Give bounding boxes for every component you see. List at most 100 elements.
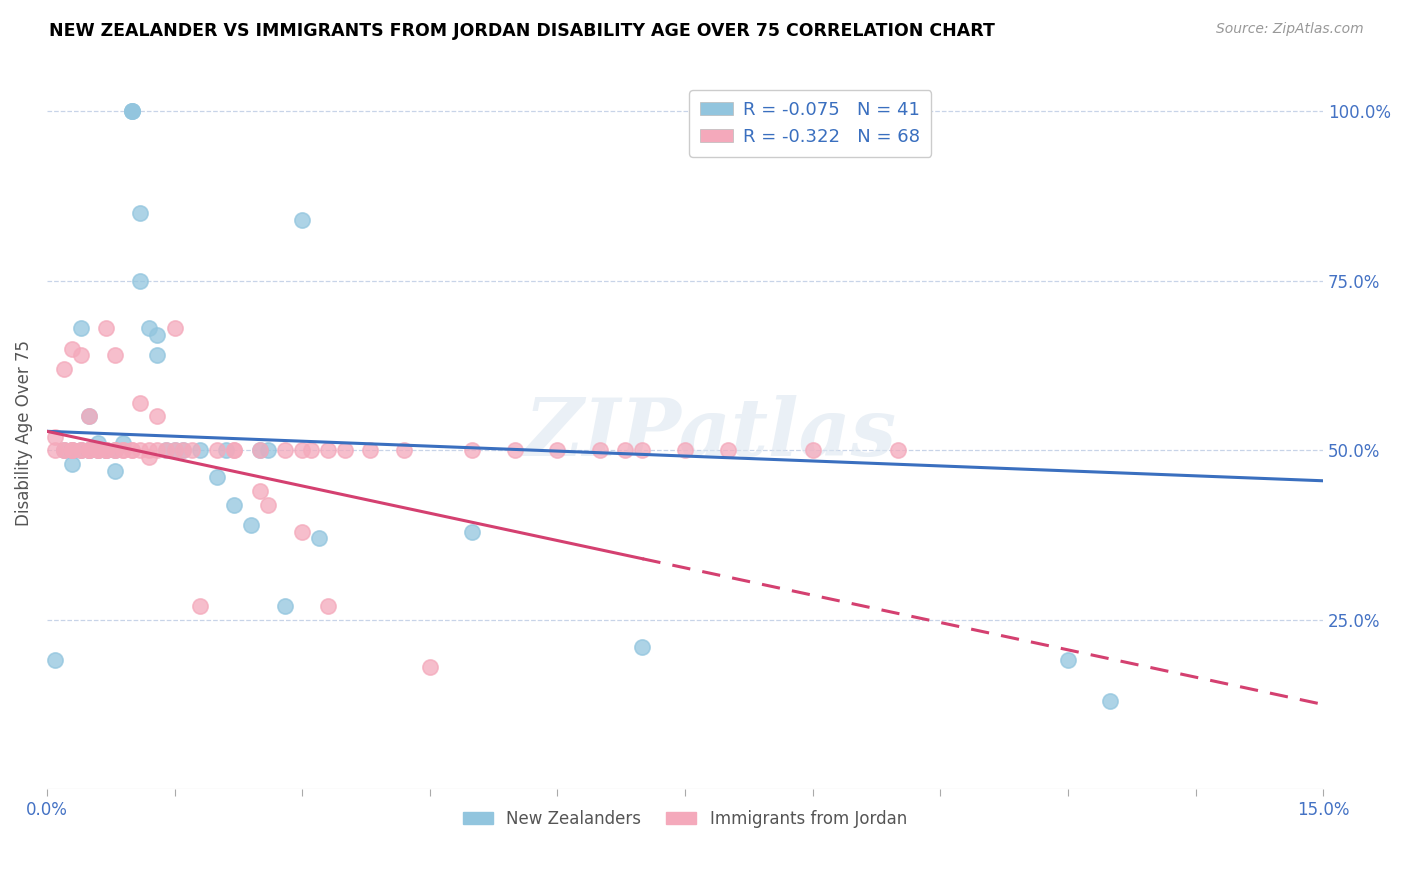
Point [70,443,93,458]
Point [801,443,824,458]
Point [503,443,526,458]
Point [614,443,637,458]
Point [129,206,152,220]
Point [146,443,169,458]
Point [96,443,118,458]
Point [129,443,152,458]
Point [87,443,110,458]
Point [44,653,66,667]
Point [180,443,202,458]
Point [461,524,484,539]
Point [104,443,127,458]
Point [316,599,339,614]
Point [44,430,66,444]
Point [121,104,143,119]
Point [274,443,297,458]
Point [163,443,186,458]
Point [87,443,110,458]
Legend: New Zealanders, Immigrants from Jordan: New Zealanders, Immigrants from Jordan [457,803,914,834]
Point [257,443,280,458]
Point [52,362,75,376]
Point [222,498,245,512]
Point [274,599,297,614]
Point [359,443,381,458]
Y-axis label: Disability Age Over 75: Disability Age Over 75 [15,341,32,526]
Point [62,443,84,458]
Point [121,104,143,119]
Point [716,443,738,458]
Point [112,436,135,450]
Point [172,443,194,458]
Point [308,532,330,546]
Point [79,409,101,424]
Point [62,443,84,458]
Point [70,348,93,362]
Point [104,443,127,458]
Point [146,409,169,424]
Point [155,443,177,458]
Point [631,443,654,458]
Point [129,396,152,410]
Point [419,660,441,674]
Point [205,470,228,484]
Point [188,599,211,614]
Point [146,348,169,362]
Point [299,443,322,458]
Point [163,443,186,458]
Point [62,443,84,458]
Point [79,409,101,424]
Point [138,321,160,335]
Point [87,443,110,458]
Point [316,443,339,458]
Point [96,443,118,458]
Point [291,443,314,458]
Point [96,443,118,458]
Point [70,443,93,458]
Point [214,443,236,458]
Point [257,498,280,512]
Point [146,328,169,343]
Point [249,443,271,458]
Point [112,443,135,458]
Text: ZIPatlas: ZIPatlas [524,394,897,472]
Point [249,443,271,458]
Point [461,443,484,458]
Point [96,443,118,458]
Point [79,443,101,458]
Point [79,443,101,458]
Point [44,443,66,458]
Point [886,443,908,458]
Point [631,640,654,654]
Text: NEW ZEALANDER VS IMMIGRANTS FROM JORDAN DISABILITY AGE OVER 75 CORRELATION CHART: NEW ZEALANDER VS IMMIGRANTS FROM JORDAN … [49,22,995,40]
Point [673,443,696,458]
Point [104,464,127,478]
Point [222,443,245,458]
Point [589,443,612,458]
Point [104,443,127,458]
Point [70,321,93,335]
Point [62,443,84,458]
Point [546,443,568,458]
Point [104,348,127,362]
Point [188,443,211,458]
Point [96,321,118,335]
Point [138,450,160,464]
Point [205,443,228,458]
Point [291,524,314,539]
Point [333,443,356,458]
Point [291,212,314,227]
Point [62,342,84,356]
Text: Source: ZipAtlas.com: Source: ZipAtlas.com [1216,22,1364,37]
Point [87,443,110,458]
Point [96,443,118,458]
Point [1057,653,1080,667]
Point [249,483,271,498]
Point [1099,694,1122,708]
Point [121,104,143,119]
Point [79,443,101,458]
Point [70,443,93,458]
Point [163,321,186,335]
Point [79,443,101,458]
Point [87,436,110,450]
Point [62,457,84,471]
